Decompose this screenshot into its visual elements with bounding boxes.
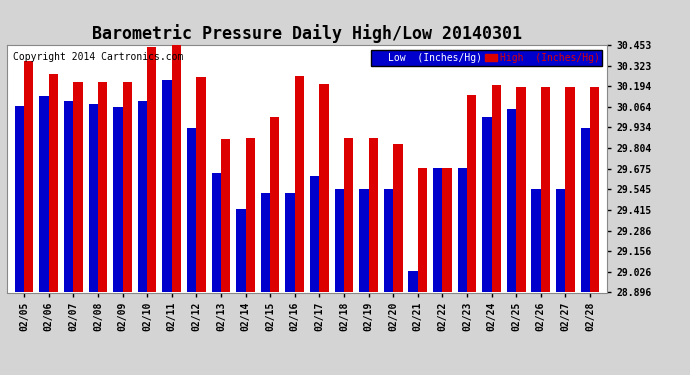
Bar xyxy=(162,81,172,292)
Bar xyxy=(197,77,206,292)
Bar xyxy=(138,101,147,292)
Bar xyxy=(433,168,442,292)
Bar xyxy=(531,189,541,292)
Bar xyxy=(221,139,230,292)
Title: Barometric Pressure Daily High/Low 20140301: Barometric Pressure Daily High/Low 20140… xyxy=(92,24,522,44)
Bar xyxy=(565,87,575,292)
Bar xyxy=(393,144,402,292)
Bar xyxy=(359,189,368,292)
Bar xyxy=(286,193,295,292)
Bar xyxy=(368,138,378,292)
Bar xyxy=(73,82,83,292)
Bar xyxy=(88,104,98,292)
Bar xyxy=(467,95,476,292)
Bar xyxy=(295,76,304,292)
Bar xyxy=(270,117,279,292)
Bar xyxy=(408,271,417,292)
Bar xyxy=(335,189,344,292)
Bar xyxy=(344,138,353,292)
Bar xyxy=(39,96,49,292)
Bar xyxy=(457,168,467,292)
Bar xyxy=(123,82,132,292)
Bar xyxy=(24,62,34,292)
Bar xyxy=(261,193,270,292)
Bar xyxy=(541,87,550,292)
Bar xyxy=(49,74,58,292)
Bar xyxy=(417,168,427,292)
Bar xyxy=(516,87,526,292)
Bar xyxy=(147,47,157,292)
Bar xyxy=(172,42,181,292)
Bar xyxy=(64,101,73,292)
Bar xyxy=(491,85,501,292)
Bar xyxy=(590,87,600,292)
Bar xyxy=(113,108,123,292)
Bar xyxy=(14,106,24,292)
Bar xyxy=(556,189,565,292)
Bar xyxy=(319,84,328,292)
Bar xyxy=(246,138,255,292)
Bar xyxy=(507,109,516,292)
Text: Copyright 2014 Cartronics.com: Copyright 2014 Cartronics.com xyxy=(13,53,184,62)
Bar xyxy=(187,128,197,292)
Bar xyxy=(442,168,452,292)
Bar xyxy=(384,189,393,292)
Bar xyxy=(310,176,319,292)
Legend: Low  (Inches/Hg), High  (Inches/Hg): Low (Inches/Hg), High (Inches/Hg) xyxy=(371,50,602,66)
Bar xyxy=(212,172,221,292)
Bar xyxy=(482,117,491,292)
Bar xyxy=(236,209,246,292)
Bar xyxy=(98,82,107,292)
Bar xyxy=(580,128,590,292)
